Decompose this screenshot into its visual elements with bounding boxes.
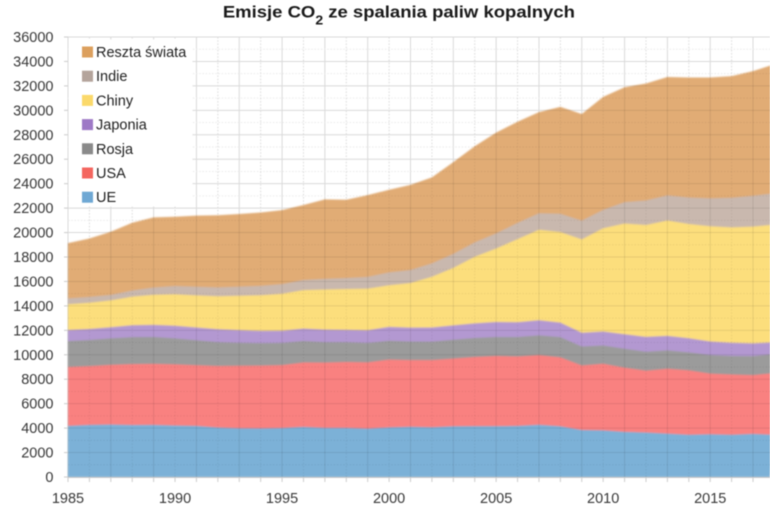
svg-text:36000: 36000 [13, 30, 53, 46]
svg-text:34000: 34000 [13, 54, 53, 70]
svg-text:Reszta świata: Reszta świata [96, 45, 187, 61]
svg-text:14000: 14000 [13, 299, 53, 315]
svg-text:18000: 18000 [13, 250, 53, 266]
svg-text:10000: 10000 [13, 348, 53, 364]
svg-text:0: 0 [45, 470, 53, 486]
svg-text:8000: 8000 [21, 372, 53, 388]
svg-text:Rosja: Rosja [96, 142, 134, 158]
svg-text:1995: 1995 [266, 491, 298, 507]
svg-text:2000: 2000 [21, 446, 53, 462]
svg-text:UE: UE [96, 190, 116, 206]
svg-text:Chiny: Chiny [96, 93, 134, 109]
svg-text:32000: 32000 [13, 79, 53, 95]
svg-text:20000: 20000 [13, 226, 53, 242]
svg-text:2005: 2005 [480, 491, 512, 507]
svg-text:28000: 28000 [13, 128, 53, 144]
svg-text:30000: 30000 [13, 103, 53, 119]
svg-text:2000: 2000 [373, 491, 405, 507]
svg-text:1990: 1990 [159, 491, 191, 507]
svg-text:4000: 4000 [21, 421, 53, 437]
svg-text:22000: 22000 [13, 201, 53, 217]
svg-text:Japonia: Japonia [96, 118, 148, 134]
svg-text:2010: 2010 [587, 491, 619, 507]
svg-text:6000: 6000 [21, 397, 53, 413]
svg-text:1985: 1985 [52, 491, 84, 507]
svg-text:12000: 12000 [13, 323, 53, 339]
svg-text:24000: 24000 [13, 177, 53, 193]
svg-text:USA: USA [96, 166, 126, 182]
svg-text:Indie: Indie [96, 69, 127, 85]
svg-text:16000: 16000 [13, 274, 53, 290]
svg-text:26000: 26000 [13, 152, 53, 168]
svg-text:2015: 2015 [694, 491, 726, 507]
